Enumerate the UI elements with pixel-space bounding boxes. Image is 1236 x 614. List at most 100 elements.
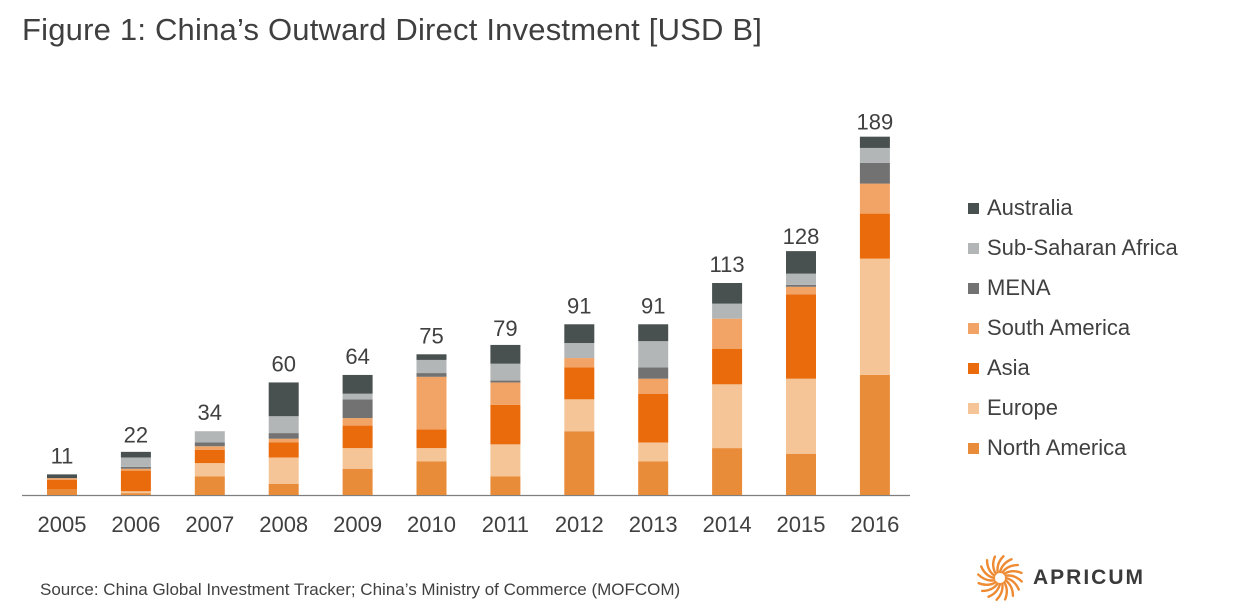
logo-ray: [998, 558, 1013, 574]
bar-segment-australia-2016: [859, 136, 890, 148]
total-label-2013: 91: [641, 293, 665, 318]
logo-ray: [1004, 576, 1020, 591]
legend-label: South America: [987, 315, 1131, 340]
bar-segment-south-america-2015: [786, 286, 816, 295]
bar-segment-asia-2011: [490, 404, 521, 445]
logo-ray: [977, 573, 996, 582]
logo-ray: [981, 582, 999, 593]
bar-segment-north-america-2014: [712, 448, 743, 495]
stacked-bar-chart: 11 2005 22 2006 34 2007 60 2008 64 2009 75 2010 79 20…: [22, 109, 910, 537]
total-label-2016: 189: [857, 109, 894, 134]
x-tick-label-2005: 2005: [38, 512, 87, 537]
x-tick-label-2009: 2009: [333, 512, 382, 537]
bar-segment-mena-2011: [490, 380, 521, 383]
bar-segment-australia-2013: [638, 324, 669, 342]
bar-segment-asia-2009: [342, 425, 373, 449]
bar-segment-north-america-2011: [490, 476, 521, 495]
bar-segment-north-america-2016: [859, 374, 890, 495]
bar-segment-south-america-2005: [47, 478, 77, 480]
bar-segment-asia-2014: [712, 348, 743, 385]
bar-segment-south-america-2011: [490, 382, 521, 405]
bar-segment-south-america-2008: [268, 438, 299, 443]
chart-title: Figure 1: China’s Outward Direct Investm…: [22, 12, 763, 47]
total-label-2010: 75: [419, 323, 443, 348]
bar-segment-mena-2009: [342, 399, 373, 419]
x-tick-label-2013: 2013: [629, 512, 678, 537]
logo-ray: [985, 559, 996, 577]
legend-item-asia: Asia: [968, 348, 1178, 388]
logo-text: APRICUM: [1033, 566, 1145, 589]
bar-segment-sub-saharan-africa-2007: [194, 431, 225, 443]
bar-segment-north-america-2007: [194, 476, 225, 495]
bar-segment-asia-2007: [194, 449, 225, 464]
legend-item-south-america: South America: [968, 308, 1178, 348]
x-tick-label-2012: 2012: [555, 512, 604, 537]
bar-segment-australia-2014: [712, 283, 743, 304]
x-tick-label-2010: 2010: [407, 512, 456, 537]
total-label-2007: 34: [198, 400, 222, 425]
bar-segment-south-america-2006: [120, 468, 151, 471]
legend-swatch: [968, 402, 979, 414]
bar-segment-australia-2008: [268, 382, 299, 417]
bar-segment-sub-saharan-africa-2006: [120, 457, 151, 467]
legend-label: MENA: [987, 275, 1051, 300]
bar-segment-north-america-2012: [564, 431, 595, 495]
bar-segment-sub-saharan-africa-2016: [859, 147, 890, 163]
bar-segment-australia-2015: [786, 251, 816, 274]
logo-ray: [1003, 570, 1023, 575]
bar-segment-north-america-2009: [342, 468, 373, 495]
legend: Australia Sub-Saharan Africa MENA South Ame…: [968, 188, 1178, 468]
bar-segment-sub-saharan-africa-2010: [416, 359, 447, 374]
bar-segment-europe-2011: [490, 444, 521, 477]
bar-segment-sub-saharan-africa-2013: [638, 341, 669, 368]
total-label-2009: 64: [345, 344, 369, 369]
legend-label: Australia: [987, 195, 1073, 220]
legend-label: Europe: [987, 395, 1058, 420]
bar-segment-north-america-2005: [47, 489, 77, 495]
bar-segment-asia-2012: [564, 367, 595, 400]
x-tick-label-2016: 2016: [850, 512, 899, 537]
legend-item-mena: MENA: [968, 268, 1178, 308]
sunburst-logo-icon: [977, 555, 1023, 601]
bar-segment-mena-2008: [268, 433, 299, 439]
bar-segment-europe-2012: [564, 399, 595, 432]
bar-segment-mena-2015: [786, 284, 816, 287]
legend-label: Sub-Saharan Africa: [987, 235, 1178, 260]
total-label-2015: 128: [783, 224, 820, 249]
bar-segment-sub-saharan-africa-2015: [786, 273, 816, 285]
bar-segment-australia-2012: [564, 324, 595, 344]
bar-segment-australia-2010: [416, 354, 447, 360]
bar-segment-south-america-2014: [712, 318, 743, 349]
legend-item-europe: Europe: [968, 388, 1178, 428]
bar-segment-australia-2006: [120, 451, 151, 458]
x-tick-label-2007: 2007: [185, 512, 234, 537]
logo-ray: [977, 581, 997, 586]
legend-swatch: [968, 202, 979, 214]
logo-ray: [1001, 563, 1019, 574]
bar-segment-north-america-2006: [120, 493, 151, 495]
bar-segment-asia-2008: [268, 442, 299, 458]
bar-segment-sub-saharan-africa-2011: [490, 363, 521, 381]
bar-segment-mena-2010: [416, 373, 447, 377]
bar-segment-mena-2013: [638, 367, 669, 379]
logo-ray: [996, 555, 1005, 574]
legend-item-north-america: North America: [968, 428, 1178, 468]
bar-segment-europe-2008: [268, 457, 299, 484]
bar-segment-north-america-2015: [786, 453, 816, 495]
bar-segment-australia-2009: [342, 374, 373, 394]
bar-segment-asia-2010: [416, 429, 447, 449]
bar-segment-australia-2011: [490, 344, 521, 364]
bar-segment-south-america-2012: [564, 358, 595, 368]
bar-segment-south-america-2007: [194, 446, 225, 450]
bar-segment-europe-2016: [859, 258, 890, 375]
logo-ray: [995, 582, 1004, 601]
total-label-2011: 79: [493, 316, 517, 341]
total-label-2006: 22: [124, 423, 148, 448]
logo-ray: [980, 565, 996, 580]
bar-segment-europe-2013: [638, 442, 669, 462]
logo-ray: [1003, 581, 1008, 601]
bar-segment-mena-2007: [194, 442, 225, 447]
total-label-2008: 60: [271, 351, 295, 376]
logo-ray: [992, 555, 997, 575]
bar-segment-europe-2007: [194, 463, 225, 477]
